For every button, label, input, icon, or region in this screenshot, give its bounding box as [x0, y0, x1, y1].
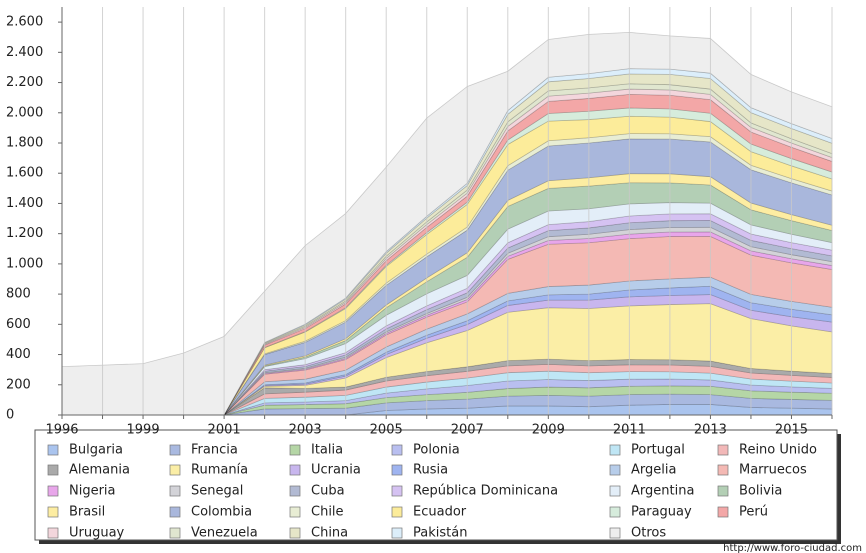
legend-swatch: [391, 464, 403, 476]
y-tick-label: 600: [6, 317, 31, 332]
legend-label: China: [311, 526, 348, 541]
y-tick-label: 2.600: [6, 15, 43, 30]
legend-swatch: [47, 485, 59, 497]
legend-label: Alemania: [69, 463, 130, 478]
legend-swatch: [717, 444, 729, 456]
legend-label: Cuba: [311, 484, 345, 499]
legend-label: Otros: [631, 526, 666, 541]
y-tick-label: 400: [6, 347, 31, 362]
plot-area: [61, 7, 833, 416]
y-tick-label: 1.800: [6, 136, 43, 151]
y-tick-label: 2.400: [6, 45, 43, 60]
legend-swatch: [289, 527, 301, 539]
y-tick-label: 1.200: [6, 226, 43, 241]
y-tick-label: 2.000: [6, 105, 43, 120]
legend-label: Portugal: [631, 443, 685, 458]
legend-label: Argelia: [631, 463, 676, 478]
legend-swatch: [717, 464, 729, 476]
legend-swatch: [717, 485, 729, 497]
legend-label: Brasil: [69, 505, 105, 520]
legend-label: Senegal: [191, 484, 243, 499]
legend-label: Ucrania: [311, 463, 361, 478]
x-tick-label: 1996: [45, 423, 78, 438]
legend-swatch: [609, 485, 621, 497]
y-tick-label: 800: [6, 287, 31, 302]
legend-swatch: [169, 527, 181, 539]
x-tick-label: 2005: [370, 423, 403, 438]
legend-label: Colombia: [191, 505, 252, 520]
legend-label: República Dominicana: [413, 484, 558, 499]
x-tick-label: 2001: [208, 423, 241, 438]
legend-label: Ecuador: [413, 505, 467, 520]
legend-label: Rusia: [413, 463, 448, 478]
legend-label: Italia: [311, 443, 343, 458]
legend-swatch: [47, 527, 59, 539]
legend-label: Nigeria: [69, 484, 116, 499]
y-tick-label: 2.200: [6, 75, 43, 90]
legend-swatch: [47, 506, 59, 518]
legend-label: Venezuela: [191, 526, 258, 541]
x-tick-label: 2013: [694, 423, 727, 438]
legend: Bulgaria Francia Italia Polonia Portugal Rein…: [47, 443, 817, 541]
legend-label: Francia: [191, 443, 238, 458]
legend-swatch: [609, 444, 621, 456]
legend-swatch: [391, 527, 403, 539]
legend-swatch: [717, 506, 729, 518]
legend-label: Argentina: [631, 484, 694, 499]
legend-swatch: [609, 464, 621, 476]
x-tick-label: 1999: [127, 423, 160, 438]
legend-swatch: [169, 444, 181, 456]
legend-label: Perú: [739, 505, 768, 520]
legend-swatch: [289, 464, 301, 476]
legend-label: Bolivia: [739, 484, 782, 499]
x-tick-label: 2003: [289, 423, 322, 438]
y-tick-label: 200: [6, 377, 31, 392]
legend-label: Marruecos: [739, 463, 807, 478]
legend-swatch: [169, 464, 181, 476]
legend-label: Uruguay: [69, 526, 125, 541]
legend-swatch: [609, 527, 621, 539]
legend-swatch: [289, 506, 301, 518]
legend-swatch: [391, 444, 403, 456]
legend-swatch: [47, 444, 59, 456]
legend-swatch: [391, 506, 403, 518]
legend-swatch: [391, 485, 403, 497]
y-tick-label: 1.000: [6, 256, 43, 271]
source: http://www.foro-ciudad.com: [723, 543, 862, 553]
legend-swatch: [289, 444, 301, 456]
legend-label: Polonia: [413, 443, 460, 458]
legend-swatch: [609, 506, 621, 518]
legend-swatch: [169, 506, 181, 518]
x-tick-label: 2007: [451, 423, 484, 438]
x-tick-label: 2011: [613, 423, 646, 438]
legend-label: Reino Unido: [739, 443, 817, 458]
legend-swatch: [289, 485, 301, 497]
y-tick-label: 0: [6, 408, 14, 423]
y-tick-label: 1.600: [6, 166, 43, 181]
legend-swatch: [169, 485, 181, 497]
x-tick-label: 2015: [775, 423, 808, 438]
legend-label: Chile: [311, 505, 344, 520]
x-tick-label: 2009: [532, 423, 565, 438]
legend-label: Bulgaria: [69, 443, 123, 458]
legend-label: Rumanía: [191, 463, 248, 478]
y-tick-label: 1.400: [6, 196, 43, 211]
legend-label: Pakistán: [413, 526, 467, 541]
legend-swatch: [47, 464, 59, 476]
legend-label: Paraguay: [631, 505, 692, 520]
legend-box: [34, 429, 838, 541]
